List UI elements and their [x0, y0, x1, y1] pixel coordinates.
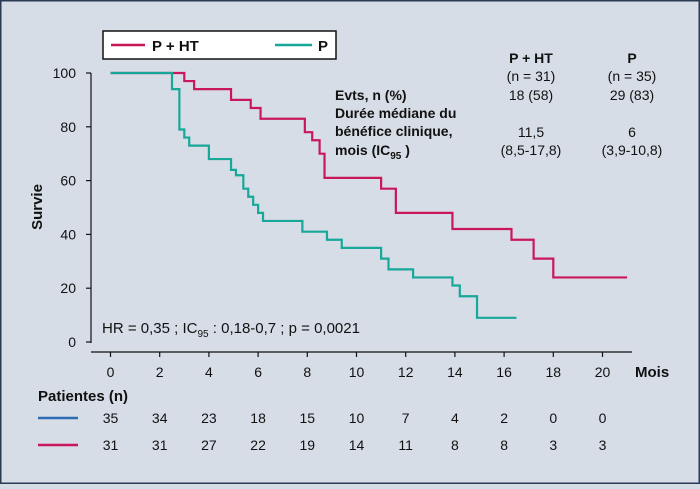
y-tick-label: 60 [60, 173, 76, 189]
at-risk-value: 0 [549, 410, 557, 426]
y-tick-label: 80 [60, 119, 76, 135]
x-tick-label: 16 [496, 364, 512, 380]
at-risk-value: 31 [103, 437, 119, 453]
at-risk-value: 8 [451, 437, 459, 453]
at-risk-value: 7 [402, 410, 410, 426]
table-n-p: (n = 35) [608, 68, 657, 84]
table-evts-p-ht: 18 (58) [509, 87, 553, 103]
legend-label-p: P [318, 38, 328, 55]
legend-label-p-ht: P + HT [152, 38, 199, 55]
at-risk-value: 19 [300, 437, 316, 453]
x-tick-label: 8 [303, 364, 311, 380]
at-risk-value: 22 [250, 437, 266, 453]
hr-text-end: : 0,18-0,7 ; p = 0,0021 [209, 320, 360, 337]
table-row-median-label-1: Durée médiane du [335, 105, 456, 121]
x-tick-label: 20 [595, 364, 611, 380]
median-label-subscript: 95 [390, 151, 402, 162]
x-tick-label: 6 [254, 364, 262, 380]
at-risk-value: 8 [500, 437, 508, 453]
at-risk-value: 0 [599, 410, 607, 426]
table-ci-p-ht: (8,5-17,8) [501, 142, 562, 158]
at-risk-table: 35 34 23 18 15 10 7 4 2 0 0 31 31 27 22 19 14 11 8 8 3 3 [38, 410, 607, 453]
y-tick-label: 0 [68, 334, 76, 350]
curve-p-ht [110, 71, 628, 279]
x-tick-label: 18 [546, 364, 562, 380]
curve-p [110, 71, 517, 319]
x-tick-label: 0 [107, 364, 115, 380]
at-risk-value: 14 [349, 437, 365, 453]
at-risk-value: 15 [300, 410, 316, 426]
x-axis-label: Mois [635, 364, 669, 381]
table-row-median-label-3: mois (IC95 ) [335, 142, 410, 162]
table-evts-p: 29 (83) [610, 87, 654, 103]
at-risk-value: 27 [201, 437, 217, 453]
table-median-p: 6 [628, 124, 636, 140]
table-row-median-label-2: bénéfice clinique, [335, 123, 452, 139]
at-risk-value: 31 [152, 437, 168, 453]
summary-table: P + HT (n = 31) P (n = 35) Evts, n (%) 1… [335, 50, 662, 162]
x-tick-label: 10 [349, 364, 365, 380]
survival-curves [110, 71, 628, 319]
hr-subscript: 95 [197, 329, 209, 340]
table-header-p: P [627, 50, 636, 66]
table-median-p-ht: 11,5 [518, 124, 544, 140]
hr-annotation: HR = 0,35 ; IC95 : 0,18-0,7 ; p = 0,0021 [102, 320, 360, 340]
x-tick-label: 4 [205, 364, 213, 380]
x-tick-label: 12 [398, 364, 414, 380]
y-tick-label: 20 [60, 280, 76, 296]
at-risk-value: 35 [103, 410, 119, 426]
at-risk-value: 3 [599, 437, 607, 453]
hr-text: HR = 0,35 ; IC [102, 320, 198, 337]
at-risk-value: 34 [152, 410, 168, 426]
at-risk-title: Patientes (n) [38, 388, 128, 405]
median-label-text: mois (IC [335, 142, 390, 158]
at-risk-value: 10 [349, 410, 365, 426]
table-row-evts-label: Evts, n (%) [335, 87, 407, 103]
table-ci-p: (3,9-10,8) [602, 142, 663, 158]
x-ticks: 0 2 4 6 8 10 12 14 16 18 20 [107, 352, 611, 380]
at-risk-value: 2 [500, 410, 508, 426]
y-axis-label: Survie [29, 184, 46, 230]
at-risk-value: 18 [250, 410, 266, 426]
x-tick-label: 14 [447, 364, 463, 380]
at-risk-value: 3 [549, 437, 557, 453]
at-risk-value: 4 [451, 410, 459, 426]
table-header-p-ht: P + HT [509, 50, 553, 66]
y-tick-label: 100 [53, 65, 77, 81]
axes: Survie Mois [29, 73, 669, 381]
legend: P + HT P [102, 30, 337, 60]
median-label-end: ) [401, 142, 410, 158]
y-ticks: 0 20 40 60 80 100 [53, 65, 91, 350]
at-risk-value: 11 [398, 437, 413, 453]
at-risk-value: 23 [201, 410, 217, 426]
table-n-p-ht: (n = 31) [507, 68, 556, 84]
x-tick-label: 2 [156, 364, 164, 380]
y-tick-label: 40 [60, 226, 76, 242]
